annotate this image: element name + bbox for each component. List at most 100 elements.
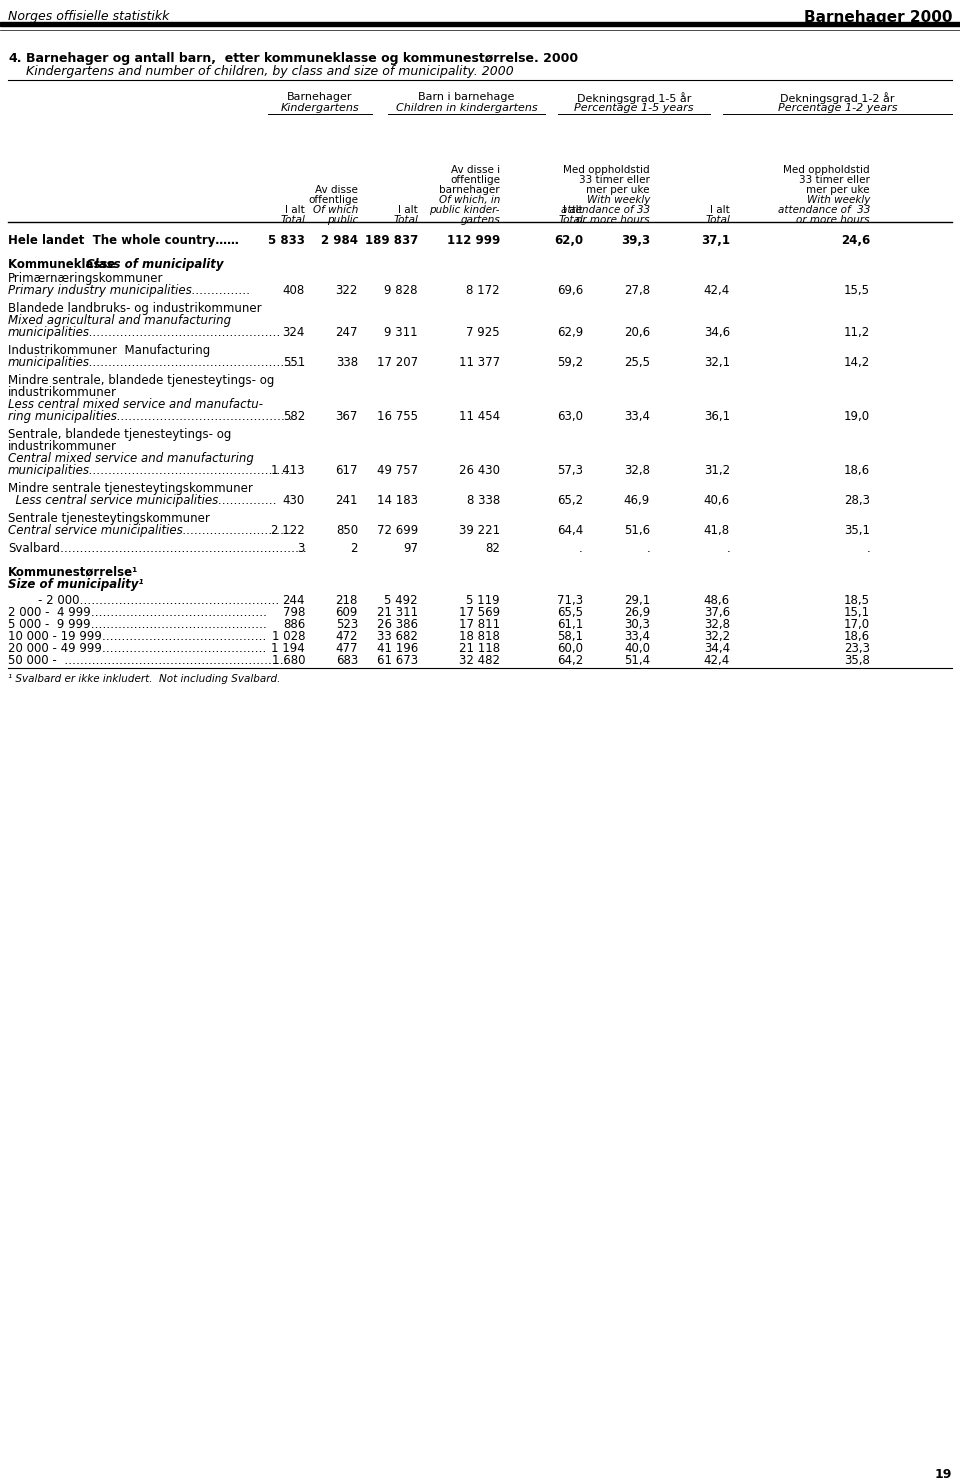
Text: 40,0: 40,0 <box>624 642 650 655</box>
Text: 5 833: 5 833 <box>268 234 305 247</box>
Text: 1 413: 1 413 <box>272 464 305 477</box>
Text: offentlige: offentlige <box>450 175 500 185</box>
Text: 5 000 -  9 999………………………………………: 5 000 - 9 999……………………………………… <box>8 618 267 631</box>
Text: 112 999: 112 999 <box>446 234 500 247</box>
Text: attendance of 33: attendance of 33 <box>561 205 650 215</box>
Text: 2 122: 2 122 <box>272 525 305 536</box>
Text: Dekningsgrad 1-2 år: Dekningsgrad 1-2 år <box>780 92 895 104</box>
Text: Mixed agricultural and manufacturing: Mixed agricultural and manufacturing <box>8 314 231 328</box>
Text: 29,1: 29,1 <box>624 594 650 608</box>
Text: .: . <box>579 542 583 554</box>
Text: offentlige: offentlige <box>308 196 358 205</box>
Text: Av disse: Av disse <box>315 185 358 196</box>
Text: Barnehager og antall barn,  etter kommuneklasse og kommunestørrelse. 2000: Barnehager og antall barn, etter kommune… <box>26 52 578 65</box>
Text: 62,9: 62,9 <box>557 326 583 339</box>
Text: 32,2: 32,2 <box>704 630 730 643</box>
Text: 19: 19 <box>935 1469 952 1481</box>
Text: 63,0: 63,0 <box>557 411 583 422</box>
Text: 324: 324 <box>282 326 305 339</box>
Text: 33 timer eller: 33 timer eller <box>799 175 870 185</box>
Text: 27,8: 27,8 <box>624 285 650 296</box>
Text: 17,0: 17,0 <box>844 618 870 631</box>
Text: mer per uke: mer per uke <box>587 185 650 196</box>
Text: 37,1: 37,1 <box>701 234 730 247</box>
Text: municipalities.……………………………………………: municipalities.…………………………………………… <box>8 464 294 477</box>
Text: 5 119: 5 119 <box>467 594 500 608</box>
Text: Barnehager: Barnehager <box>287 92 352 102</box>
Text: 34,4: 34,4 <box>704 642 730 655</box>
Text: 61,1: 61,1 <box>557 618 583 631</box>
Text: .: . <box>646 542 650 554</box>
Text: Industrikommuner  Manufacturing: Industrikommuner Manufacturing <box>8 344 210 357</box>
Text: barnehager: barnehager <box>440 185 500 196</box>
Text: With weekly: With weekly <box>806 196 870 205</box>
Text: industrikommuner: industrikommuner <box>8 440 117 453</box>
Text: 244: 244 <box>282 594 305 608</box>
Text: 16 755: 16 755 <box>377 411 418 422</box>
Text: 57,3: 57,3 <box>557 464 583 477</box>
Text: 338: 338 <box>336 356 358 369</box>
Text: 20,6: 20,6 <box>624 326 650 339</box>
Text: 8 338: 8 338 <box>467 494 500 507</box>
Text: 582: 582 <box>283 411 305 422</box>
Text: Svalbard………………………………………………………: Svalbard……………………………………………………… <box>8 542 307 554</box>
Text: 5 492: 5 492 <box>384 594 418 608</box>
Text: 11,2: 11,2 <box>844 326 870 339</box>
Text: .: . <box>727 542 730 554</box>
Text: municipalities.………………………………………………: municipalities.……………………………………………… <box>8 356 305 369</box>
Text: Total: Total <box>706 215 730 225</box>
Text: 35,8: 35,8 <box>844 654 870 667</box>
Text: Of which, in: Of which, in <box>439 196 500 205</box>
Text: 32 482: 32 482 <box>459 654 500 667</box>
Text: 17 207: 17 207 <box>377 356 418 369</box>
Text: 19,0: 19,0 <box>844 411 870 422</box>
Text: Blandede landbruks- og industrikommuner: Blandede landbruks- og industrikommuner <box>8 302 262 316</box>
Text: 14,2: 14,2 <box>844 356 870 369</box>
Text: 850: 850 <box>336 525 358 536</box>
Text: Primærnæringskommuner: Primærnæringskommuner <box>8 273 163 285</box>
Text: 64,2: 64,2 <box>557 654 583 667</box>
Text: 33,4: 33,4 <box>624 411 650 422</box>
Text: 551: 551 <box>283 356 305 369</box>
Text: 26 430: 26 430 <box>459 464 500 477</box>
Text: 18 818: 18 818 <box>459 630 500 643</box>
Text: Dekningsgrad 1-5 år: Dekningsgrad 1-5 år <box>577 92 691 104</box>
Text: I alt: I alt <box>398 205 418 215</box>
Text: 617: 617 <box>335 464 358 477</box>
Text: - 2 000……………………………………………: - 2 000…………………………………………… <box>8 594 279 608</box>
Text: Children in kindergartens: Children in kindergartens <box>396 104 538 113</box>
Text: 64,4: 64,4 <box>557 525 583 536</box>
Text: 28,3: 28,3 <box>844 494 870 507</box>
Text: Mindre sentrale, blandede tjenesteytings- og: Mindre sentrale, blandede tjenesteytings… <box>8 373 275 387</box>
Text: 46,9: 46,9 <box>624 494 650 507</box>
Text: I alt: I alt <box>710 205 730 215</box>
Text: 32,8: 32,8 <box>704 618 730 631</box>
Text: 72 699: 72 699 <box>376 525 418 536</box>
Text: 50 000 -  …………………………………………………: 50 000 - ………………………………………………… <box>8 654 287 667</box>
Text: 15,5: 15,5 <box>844 285 870 296</box>
Text: 20 000 - 49 999……………………………………: 20 000 - 49 999…………………………………… <box>8 642 266 655</box>
Text: Total: Total <box>558 215 583 225</box>
Text: 26 386: 26 386 <box>377 618 418 631</box>
Text: 430: 430 <box>283 494 305 507</box>
Text: Total: Total <box>394 215 418 225</box>
Text: 1 028: 1 028 <box>272 630 305 643</box>
Text: 82: 82 <box>485 542 500 554</box>
Text: 51,4: 51,4 <box>624 654 650 667</box>
Text: 15,1: 15,1 <box>844 606 870 619</box>
Text: 69,6: 69,6 <box>557 285 583 296</box>
Text: 37,6: 37,6 <box>704 606 730 619</box>
Text: ring municipalities………………………………………: ring municipalities……………………………………… <box>8 411 293 422</box>
Text: I alt: I alt <box>564 205 583 215</box>
Text: 8 172: 8 172 <box>467 285 500 296</box>
Text: 189 837: 189 837 <box>365 234 418 247</box>
Text: Hele landet  The whole country……: Hele landet The whole country…… <box>8 234 239 247</box>
Text: Total: Total <box>280 215 305 225</box>
Text: Barn i barnehage: Barn i barnehage <box>419 92 515 102</box>
Text: 3: 3 <box>298 542 305 554</box>
Text: Central mixed service and manufacturing: Central mixed service and manufacturing <box>8 452 253 465</box>
Text: Percentage 1-2 years: Percentage 1-2 years <box>778 104 898 113</box>
Text: Less central service municipalities……………: Less central service municipalities…………… <box>8 494 277 507</box>
Text: 1 680: 1 680 <box>272 654 305 667</box>
Text: or more hours: or more hours <box>797 215 870 225</box>
